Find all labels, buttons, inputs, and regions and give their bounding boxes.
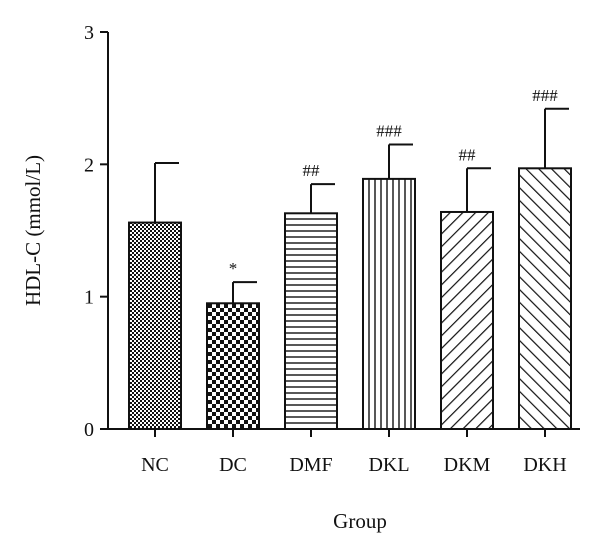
significance-label: ##: [303, 161, 321, 180]
x-tick-label: DKL: [368, 454, 409, 476]
bar-dkl: [362, 177, 416, 430]
y-tick-label: 2: [84, 154, 94, 176]
x-axis-ticks: NC DC DMF DKL DKM DKH: [141, 429, 567, 476]
x-tick-label: NC: [141, 454, 169, 476]
bar-dmf: [284, 212, 338, 430]
x-tick-label: DC: [219, 454, 247, 476]
x-axis-title: Group: [333, 509, 387, 533]
bar-dkh: [518, 167, 572, 430]
significance-label: ###: [532, 86, 558, 105]
y-tick-label: 1: [84, 287, 94, 309]
bar-dc: [206, 302, 260, 430]
x-tick-label: DKM: [444, 454, 491, 476]
significance-label: ###: [376, 121, 402, 140]
y-axis-ticks: 0 1 2 3: [84, 22, 108, 441]
bars-group: *##########: [128, 86, 572, 430]
x-tick-label: DKH: [523, 454, 566, 476]
bar-dkm: [440, 210, 494, 430]
significance-label: ##: [459, 145, 477, 164]
y-tick-label: 3: [84, 22, 94, 44]
x-tick-label: DMF: [289, 454, 332, 476]
y-tick-label: 0: [84, 419, 94, 441]
significance-label: *: [229, 259, 238, 278]
y-axis-title: HDL-C (mmol/L): [21, 155, 45, 306]
bar-nc: [128, 221, 182, 430]
